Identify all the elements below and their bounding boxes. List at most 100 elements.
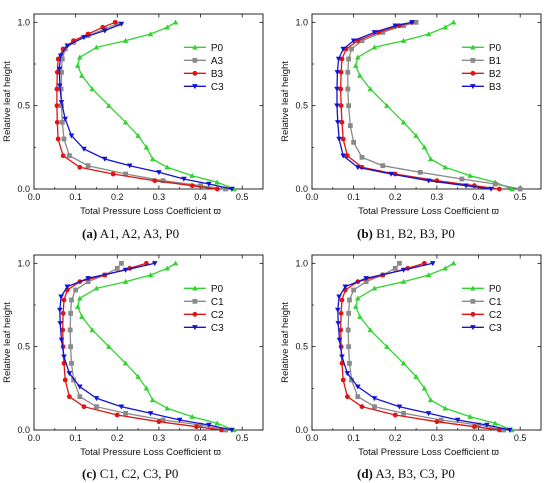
data-point [350,38,357,44]
data-point [122,119,129,125]
y-tick-label: 0.5 [17,101,30,111]
legend-label: P0 [211,43,224,54]
panel-caption-text: C1, C2, C3, P0 [96,466,178,481]
data-point [143,385,150,391]
data-point [392,265,398,271]
x-axis-label: Total Pressure Loss Coefficient ϖ [80,447,221,458]
data-point [122,267,129,273]
data-point [338,103,344,109]
legend-label: B1 [489,56,502,67]
x-axis-label: Total Pressure Loss Coefficient ϖ [358,206,499,217]
legend-label: C3 [489,323,502,334]
y-tick-label: 0.5 [295,342,308,352]
data-point [114,21,120,27]
data-point [228,427,235,433]
data-point [198,422,203,428]
data-point [198,183,203,189]
x-tick-label: 0.1 [347,192,360,202]
data-point [223,186,228,192]
x-tick-label: 0.0 [306,192,319,202]
data-point [94,404,99,410]
data-point [338,327,344,333]
data-point [60,327,66,333]
data-point [152,178,158,184]
legend-marker [470,311,476,317]
data-point [347,297,352,303]
data-point [89,86,96,92]
data-point [427,397,434,403]
y-tick-label: 1.0 [17,17,30,27]
legend-label: C1 [489,297,502,308]
data-point [206,181,212,187]
legend-marker [470,285,476,291]
data-point [501,427,506,433]
data-point [339,119,345,125]
data-point [347,123,353,129]
y-axis-label: Relative leaf height [280,61,291,142]
panel-caption: (a) A1, A2, A3, P0 [82,226,179,241]
data-point [344,153,350,159]
data-point [164,405,171,411]
data-point [392,412,398,418]
data-point [345,86,351,92]
data-point [61,297,67,303]
data-point [476,422,481,428]
data-point [340,377,346,383]
data-point [340,46,347,52]
data-point [57,307,63,313]
x-tick-label: 0.3 [431,192,444,202]
legend-label: C3 [211,323,224,334]
x-tick-label: 0.0 [28,192,41,202]
data-point [93,285,100,291]
data-point [59,56,65,62]
y-tick-label: 0.5 [295,101,308,111]
data-point [488,186,494,192]
plot-frame [33,254,264,431]
x-tick-label: 0.5 [514,433,527,443]
legend-marker [192,285,198,291]
data-point [442,405,449,411]
data-point [114,412,120,418]
data-point [101,156,108,162]
data-point [450,19,457,25]
data-point [54,119,60,125]
data-point [223,427,228,433]
data-point [339,297,345,303]
data-point [122,278,129,284]
legend-marker [192,311,198,317]
y-tick-label: 1.0 [295,17,308,27]
series-line [355,21,513,190]
data-point [355,295,361,301]
y-tick-label: 0.0 [17,184,30,194]
data-point [193,424,199,430]
data-point [118,21,125,27]
data-point [396,404,403,410]
data-point [147,411,154,417]
data-point [484,422,490,428]
x-tick-label: 0.5 [236,433,249,443]
data-point [334,70,341,76]
legend-label: C1 [211,297,224,308]
legend: P0 C1 C2 C3 [461,284,502,334]
data-point [345,327,351,333]
data-point [335,307,341,313]
x-tick-label: 0.1 [69,192,82,202]
data-point [79,313,85,319]
series-C3 [56,21,235,192]
data-point [434,419,440,425]
legend-marker [470,325,476,331]
data-point [114,265,120,271]
data-point [106,102,112,108]
data-point [122,360,129,366]
legend-label: B2 [489,69,502,80]
data-point [156,419,162,425]
data-point [61,136,67,142]
legend-marker [192,57,198,63]
data-point [471,424,477,430]
data-point [442,265,449,271]
data-point [509,186,515,192]
data-point [425,31,432,37]
data-point [164,265,171,271]
plot-frame [33,13,264,190]
data-point [496,186,502,192]
